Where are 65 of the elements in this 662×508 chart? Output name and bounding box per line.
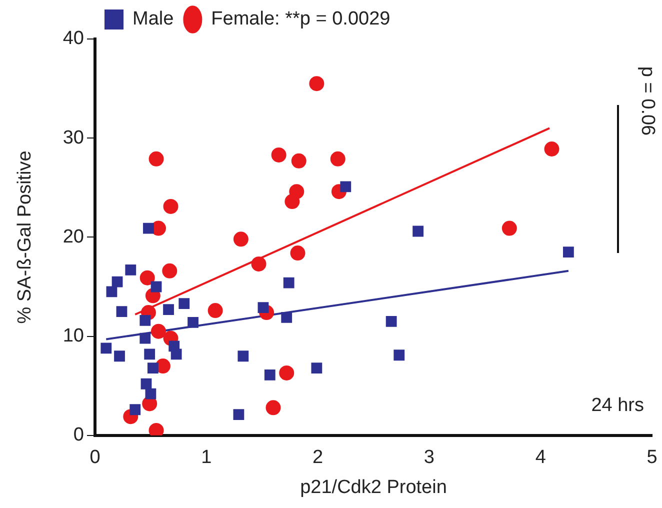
point [233, 409, 244, 420]
point [386, 316, 397, 327]
point [163, 198, 178, 214]
point [125, 264, 136, 276]
point [116, 306, 128, 317]
point [271, 147, 286, 162]
annotation: 24 hrs [591, 395, 644, 416]
point [563, 246, 574, 258]
x-tick-label: 2 [312, 447, 324, 468]
annotation: p = 0.06 [636, 66, 658, 136]
point [290, 246, 306, 261]
point [151, 324, 166, 339]
legend-label: Female: **p = 0.0029 [211, 8, 390, 30]
point [188, 316, 198, 328]
point [502, 220, 517, 236]
point [264, 370, 276, 380]
point [284, 194, 300, 210]
point [144, 348, 156, 360]
point [162, 263, 178, 278]
point [163, 304, 174, 315]
point [130, 404, 141, 416]
x-tick-label: 5 [646, 447, 658, 468]
point [112, 276, 123, 288]
point [266, 400, 281, 416]
point [330, 151, 346, 166]
point [143, 222, 154, 234]
point [238, 350, 249, 362]
point [281, 312, 292, 323]
point [233, 232, 248, 247]
y-axis-title: % SA-ß-Gal Positive [14, 150, 36, 324]
point [147, 362, 158, 374]
legend-label: Male [132, 8, 174, 30]
point [251, 256, 266, 272]
point [291, 153, 306, 168]
point [100, 342, 112, 354]
x-axis-title: p21/Cdk2 Protein [300, 476, 447, 498]
point [340, 181, 352, 192]
point [412, 226, 424, 237]
point [170, 348, 182, 360]
x-tick-label: 3 [424, 447, 434, 468]
y-tick-label: 10 [62, 326, 84, 347]
point [309, 76, 324, 92]
x-tick-label: 0 [90, 447, 100, 468]
point [148, 151, 164, 166]
point [106, 286, 118, 298]
point [208, 303, 223, 318]
point [114, 350, 125, 362]
y-tick-label: 30 [62, 127, 84, 148]
point [544, 142, 560, 156]
x-tick-label: 1 [201, 447, 212, 468]
y-tick-label: 40 [62, 28, 84, 50]
y-tick-label: 0 [73, 424, 84, 446]
x-tick-label: 4 [535, 447, 546, 468]
point [150, 281, 162, 292]
point [140, 332, 151, 344]
point [140, 378, 152, 390]
point [140, 314, 151, 326]
point [311, 362, 322, 374]
point [283, 277, 294, 288]
point [178, 298, 190, 310]
point [279, 365, 294, 380]
point [140, 270, 155, 286]
point [394, 350, 405, 361]
point [145, 388, 156, 400]
y-tick-label: 20 [62, 226, 84, 248]
